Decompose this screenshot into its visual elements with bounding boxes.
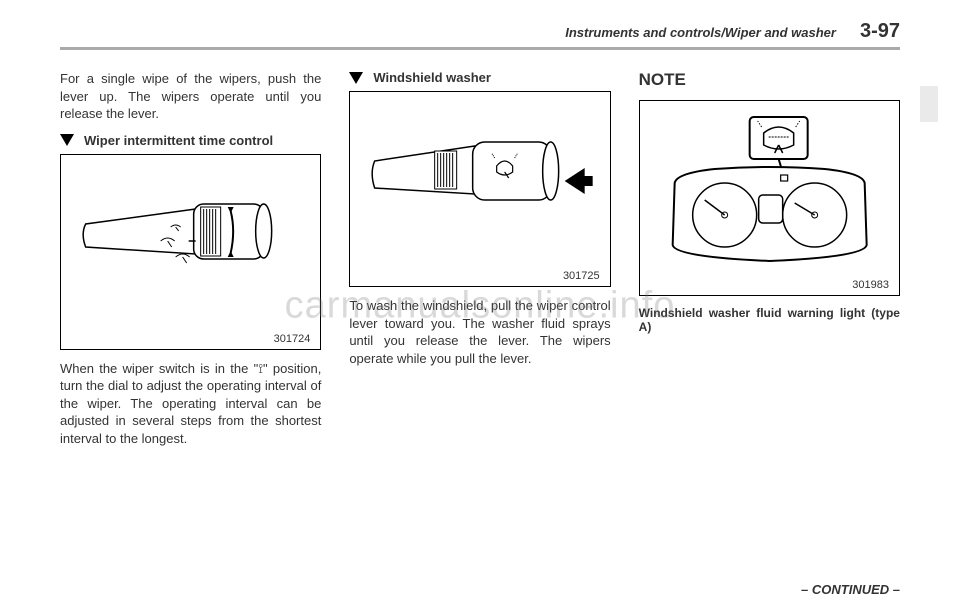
figure-number: 301724 (71, 333, 310, 345)
column-3: NOTE (639, 70, 900, 457)
figure-number: 301725 (360, 270, 599, 282)
after-figure-paragraph: To wash the windshield, pull the wiper c… (349, 297, 610, 367)
triangle-marker-icon (349, 72, 363, 84)
page-header: Instruments and controls/Wiper and washe… (60, 20, 900, 43)
figure-301983: 301983 (639, 100, 900, 296)
figure-301725: 301725 (349, 91, 610, 287)
figure-illustration (71, 169, 310, 329)
section-title: Instruments and controls/Wiper and washe… (565, 25, 836, 40)
page-number: 3-97 (860, 20, 900, 43)
figure-301724: 301724 (60, 154, 321, 350)
figure-illustration (360, 106, 599, 266)
intro-paragraph: For a single wipe of the wipers, push th… (60, 70, 321, 123)
figure-number: 301983 (650, 279, 889, 291)
side-tab (920, 86, 938, 122)
figure-illustration (650, 115, 889, 275)
note-heading: NOTE (639, 70, 900, 90)
after-figure-paragraph: When the wiper switch is in the "⟟" posi… (60, 360, 321, 448)
subheading-windshield-washer: Windshield washer (349, 70, 610, 85)
triangle-marker-icon (60, 134, 74, 146)
column-2: Windshield washer (349, 70, 610, 457)
subheading-wiper-intermittent: Wiper intermittent time control (60, 133, 321, 148)
figure-caption: Windshield washer fluid warning light (t… (639, 306, 900, 334)
continued-marker: – CONTINUED – (801, 582, 900, 597)
subheading-text: Wiper intermittent time control (84, 133, 273, 148)
subheading-text: Windshield washer (373, 70, 491, 85)
column-1: For a single wipe of the wipers, push th… (60, 70, 321, 457)
header-divider (60, 47, 900, 50)
content-columns: For a single wipe of the wipers, push th… (60, 70, 900, 457)
manual-page: Instruments and controls/Wiper and washe… (0, 0, 960, 611)
